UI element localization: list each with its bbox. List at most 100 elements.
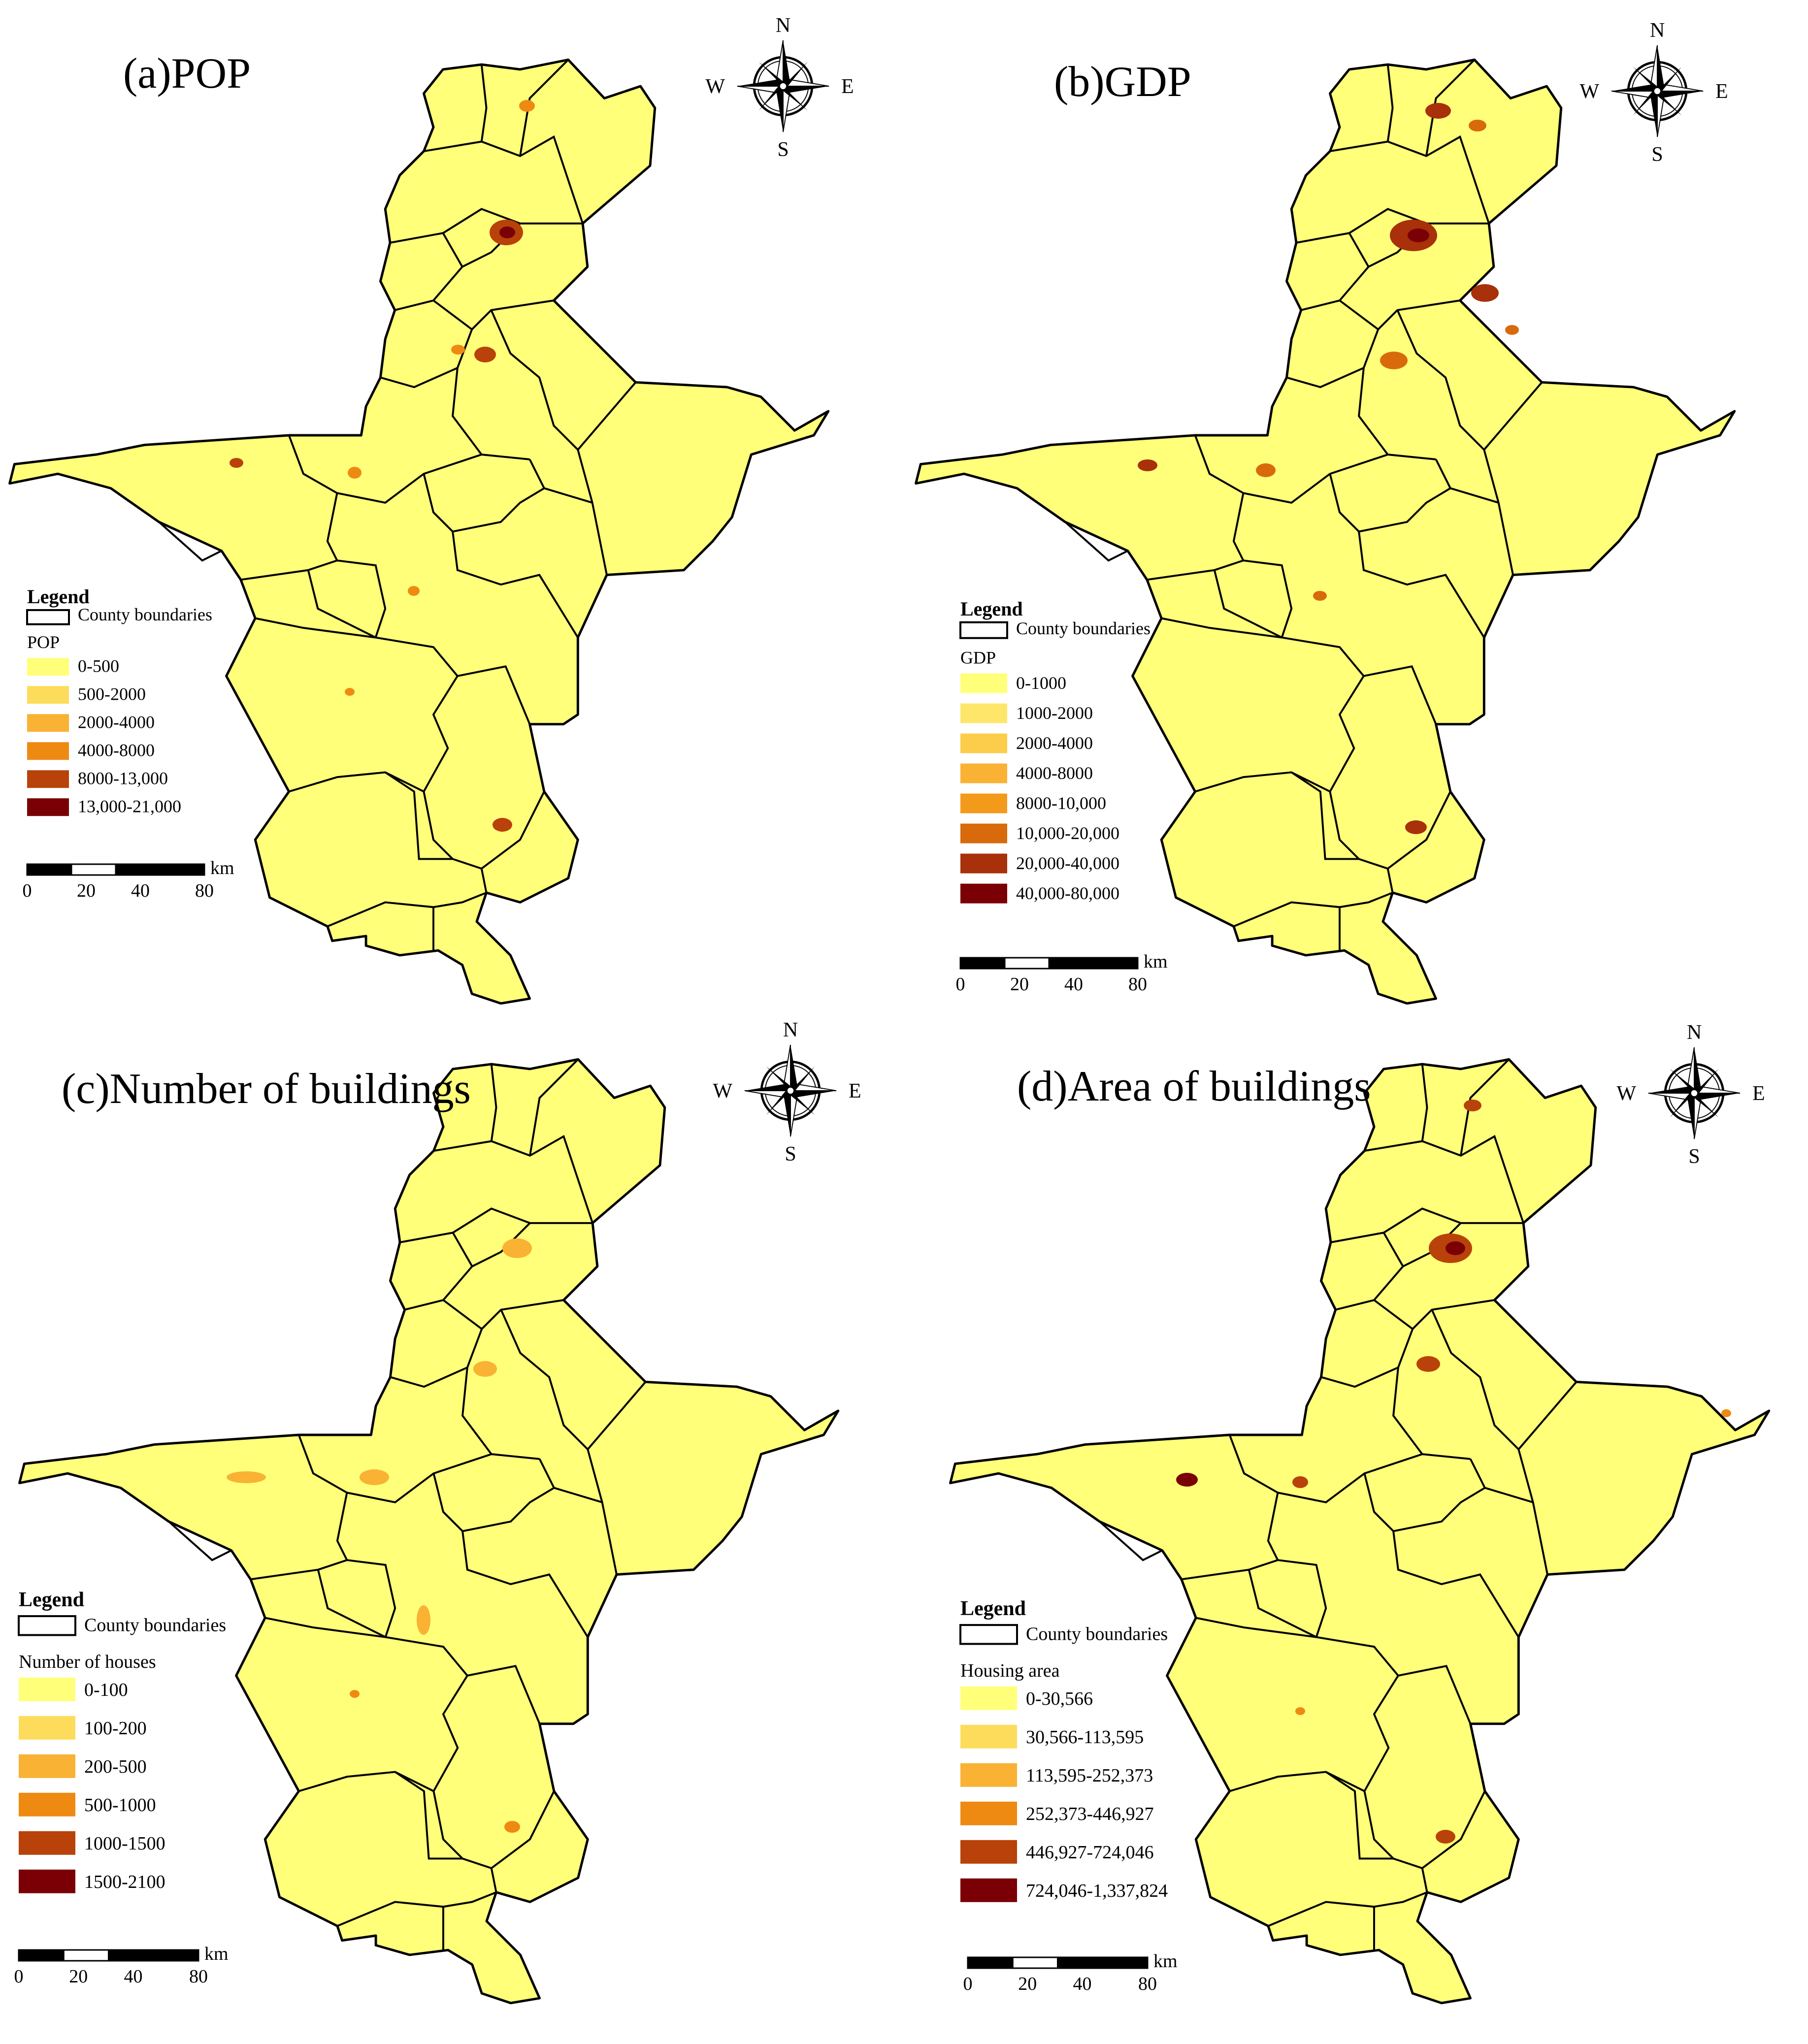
- scale-bar-segment: [18, 1949, 65, 1962]
- compass-north-label: N: [1687, 1021, 1702, 1044]
- legend-swatch: [960, 703, 1007, 723]
- panel-title: (d)Area of buildings: [1017, 1063, 1371, 1110]
- legend-class-label: 40,000-80,000: [1016, 883, 1119, 903]
- compass-south-label: S: [785, 1143, 796, 1166]
- legend-class-label: 100-200: [84, 1718, 147, 1739]
- compass-rose-icon: [1648, 1047, 1740, 1139]
- scale-bar-segment: [967, 1956, 1014, 1969]
- legend-swatch: [960, 853, 1007, 874]
- compass-north-label: N: [1650, 19, 1665, 42]
- legend-swatch: [27, 658, 69, 676]
- compass-c: N S E W: [713, 1019, 861, 1166]
- legend-class-label: 200-500: [84, 1756, 147, 1777]
- compass-rose-icon: [745, 1045, 836, 1136]
- scale-bar-segment: [1057, 1956, 1149, 1969]
- legend-swatch: [19, 1831, 75, 1855]
- legend-class-label: 500-2000: [78, 684, 146, 704]
- compass-a: N S E W: [705, 14, 854, 161]
- legend-swatch: [960, 1878, 1017, 1902]
- compass-east-label: E: [1715, 80, 1728, 103]
- scale-tick-label: 20: [69, 1966, 88, 1987]
- legend-swatch: [960, 793, 1007, 813]
- legend-class-label: 20,000-40,000: [1016, 853, 1119, 873]
- county-boundary-label: County boundaries: [1026, 1624, 1168, 1645]
- scale-unit-label: km: [210, 858, 234, 878]
- scale-bar-segment: [115, 863, 205, 876]
- legend-class-label: 446,927-724,046: [1026, 1842, 1154, 1863]
- map-ningxia-a: [10, 60, 828, 1003]
- scale-unit-label: km: [204, 1944, 229, 1964]
- legend-class-label: 500-1000: [84, 1795, 156, 1816]
- legend-swatch: [960, 883, 1007, 904]
- panel-d: (d)Area of buildings N S E W LegendCount…: [951, 1021, 1769, 2003]
- scale-tick-label: 80: [1138, 1974, 1157, 1994]
- hotspots-d: [1176, 1100, 1731, 1844]
- compass-east-label: E: [841, 75, 854, 98]
- legend-class-label: 13,000-21,000: [78, 796, 181, 816]
- legend-swatch: [27, 686, 69, 704]
- compass-east-label: E: [1752, 1082, 1765, 1105]
- county-boundary-swatch: [26, 609, 70, 625]
- panel-c: (c)Number of buildings N S E W LegendCou…: [14, 1019, 861, 2003]
- scale-tick-label: 0: [963, 1974, 973, 1994]
- map-ningxia-c: [20, 1059, 838, 2003]
- legend-swatch: [27, 742, 69, 760]
- legend-swatch: [27, 798, 69, 816]
- scale-tick-label: 80: [189, 1966, 208, 1987]
- scale-unit-label: km: [1144, 951, 1168, 972]
- scale-bar-segment: [108, 1949, 199, 1962]
- scale-tick-label: 40: [131, 880, 150, 901]
- compass-south-label: S: [1651, 143, 1663, 166]
- legend-swatch: [960, 1686, 1017, 1710]
- legend-swatch: [27, 714, 69, 732]
- panel-title: (b)GDP: [1054, 58, 1191, 106]
- hotspots-b: [1138, 103, 1519, 834]
- legend-class-label: 113,595-252,373: [1026, 1765, 1153, 1786]
- scale-bar-segment: [63, 1949, 109, 1962]
- legend-swatch: [27, 770, 69, 788]
- legend-title: Legend: [27, 585, 90, 608]
- legend-swatch: [960, 823, 1007, 844]
- scale-tick-label: 40: [1064, 974, 1083, 995]
- legend-swatch: [960, 1724, 1017, 1749]
- scale-tick-label: 20: [1010, 974, 1029, 995]
- scale-bar-segment: [1048, 957, 1139, 970]
- scale-unit-label: km: [1153, 1951, 1178, 1972]
- compass-west-label: W: [1616, 1082, 1636, 1105]
- legend-class-label: 0-100: [84, 1680, 128, 1700]
- legend-class-label: 2000-4000: [1016, 733, 1093, 753]
- legend-swatch: [960, 1801, 1017, 1825]
- legend-title: Legend: [960, 1597, 1026, 1620]
- scale-bar-segment: [26, 863, 72, 876]
- legend-class-label: 4000-8000: [78, 740, 155, 760]
- compass-rose-icon: [1611, 45, 1703, 137]
- compass-west-label: W: [1579, 80, 1599, 103]
- legend-class-label: 0-30,566: [1026, 1688, 1093, 1709]
- compass-b: N S E W: [1579, 19, 1728, 166]
- legend-swatch: [960, 1763, 1017, 1787]
- compass-west-label: W: [713, 1080, 732, 1103]
- legend-swatch: [19, 1677, 75, 1701]
- legend-class-label: 4000-8000: [1016, 763, 1093, 783]
- compass-north-label: N: [783, 1019, 798, 1041]
- compass-north-label: N: [776, 14, 790, 37]
- legend-swatch: [19, 1869, 75, 1893]
- compass-south-label: S: [777, 138, 789, 161]
- legend-swatch: [960, 1840, 1017, 1864]
- legend-title: Legend: [960, 598, 1023, 620]
- legend-class-label: 30,566-113,595: [1026, 1727, 1144, 1748]
- scale-tick-label: 40: [124, 1966, 143, 1987]
- legend-swatch: [19, 1754, 75, 1778]
- legend-class-label: 724,046-1,337,824: [1026, 1881, 1168, 1901]
- hotspots-a: [230, 100, 535, 832]
- panel-title: (c)Number of buildings: [62, 1065, 471, 1113]
- legend-swatch: [960, 673, 1007, 693]
- county-boundary-label: County boundaries: [78, 605, 212, 624]
- legend-variable-label: POP: [27, 632, 60, 652]
